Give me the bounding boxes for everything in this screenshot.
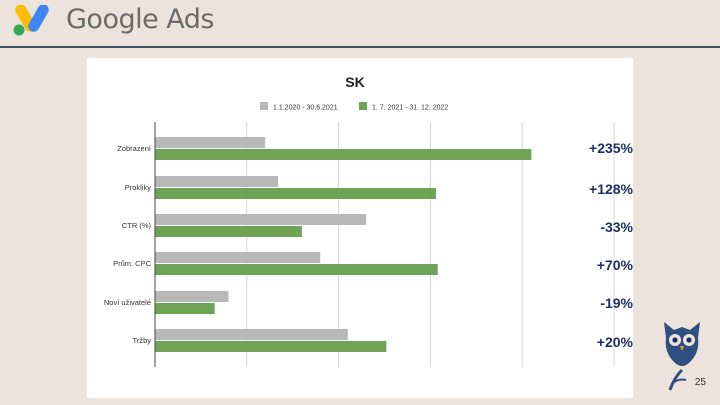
category-label: CTR (%) — [122, 221, 152, 230]
bar-series-1 — [155, 176, 279, 187]
header-divider — [0, 46, 720, 48]
bar-chart: Zobrazení Prokliky CTR (%) Prům. CPC Noví už… — [104, 74, 615, 367]
category-label: Noví uživatelé — [104, 298, 151, 307]
bar-series-1 — [155, 329, 348, 340]
brand-title: Google Ads — [66, 4, 215, 35]
legend: 1.1.2020 - 30.6.2021 1. 7. 2021 - 31. 12… — [260, 102, 448, 112]
page-number: 25 — [694, 377, 706, 388]
legend-swatch-series-2 — [359, 102, 367, 110]
change-label-novi-uzivatele: -19% — [600, 295, 633, 311]
google-ads-logo-icon — [13, 5, 49, 36]
legend-label-series-2: 1. 7. 2021 - 31. 12. 2022 — [372, 105, 448, 112]
bar-series-2 — [155, 226, 302, 237]
category-label: Prokliky — [125, 183, 152, 192]
change-label-prokliky: +128% — [589, 181, 633, 197]
bar-series-2 — [155, 188, 436, 199]
bar-series-2 — [155, 264, 438, 275]
bar-series-1 — [155, 291, 229, 302]
change-label-prum-cpc: +70% — [596, 257, 633, 273]
bar-series-1 — [155, 137, 266, 148]
category-label: Zobrazení — [117, 144, 152, 153]
change-label-ctr: -33% — [600, 219, 633, 235]
category-label: Prům. CPC — [113, 259, 152, 268]
bar-series-2 — [155, 149, 532, 160]
bar-series-2 — [155, 341, 387, 352]
change-label-trzby: +20% — [596, 334, 633, 350]
change-label-zobrazeni: +235% — [589, 140, 633, 156]
bar-series-2 — [155, 303, 215, 314]
legend-label-series-1: 1.1.2020 - 30.6.2021 — [273, 105, 338, 112]
category-label: Tržby — [133, 336, 152, 345]
chart-title: SK — [345, 74, 364, 90]
owl-logo-icon — [664, 322, 700, 391]
legend-swatch-series-1 — [260, 102, 268, 110]
bar-series-1 — [155, 252, 321, 263]
bar-series-1 — [155, 214, 367, 225]
chart-panel: Zobrazení Prokliky CTR (%) Prům. CPC Noví už… — [87, 58, 633, 398]
